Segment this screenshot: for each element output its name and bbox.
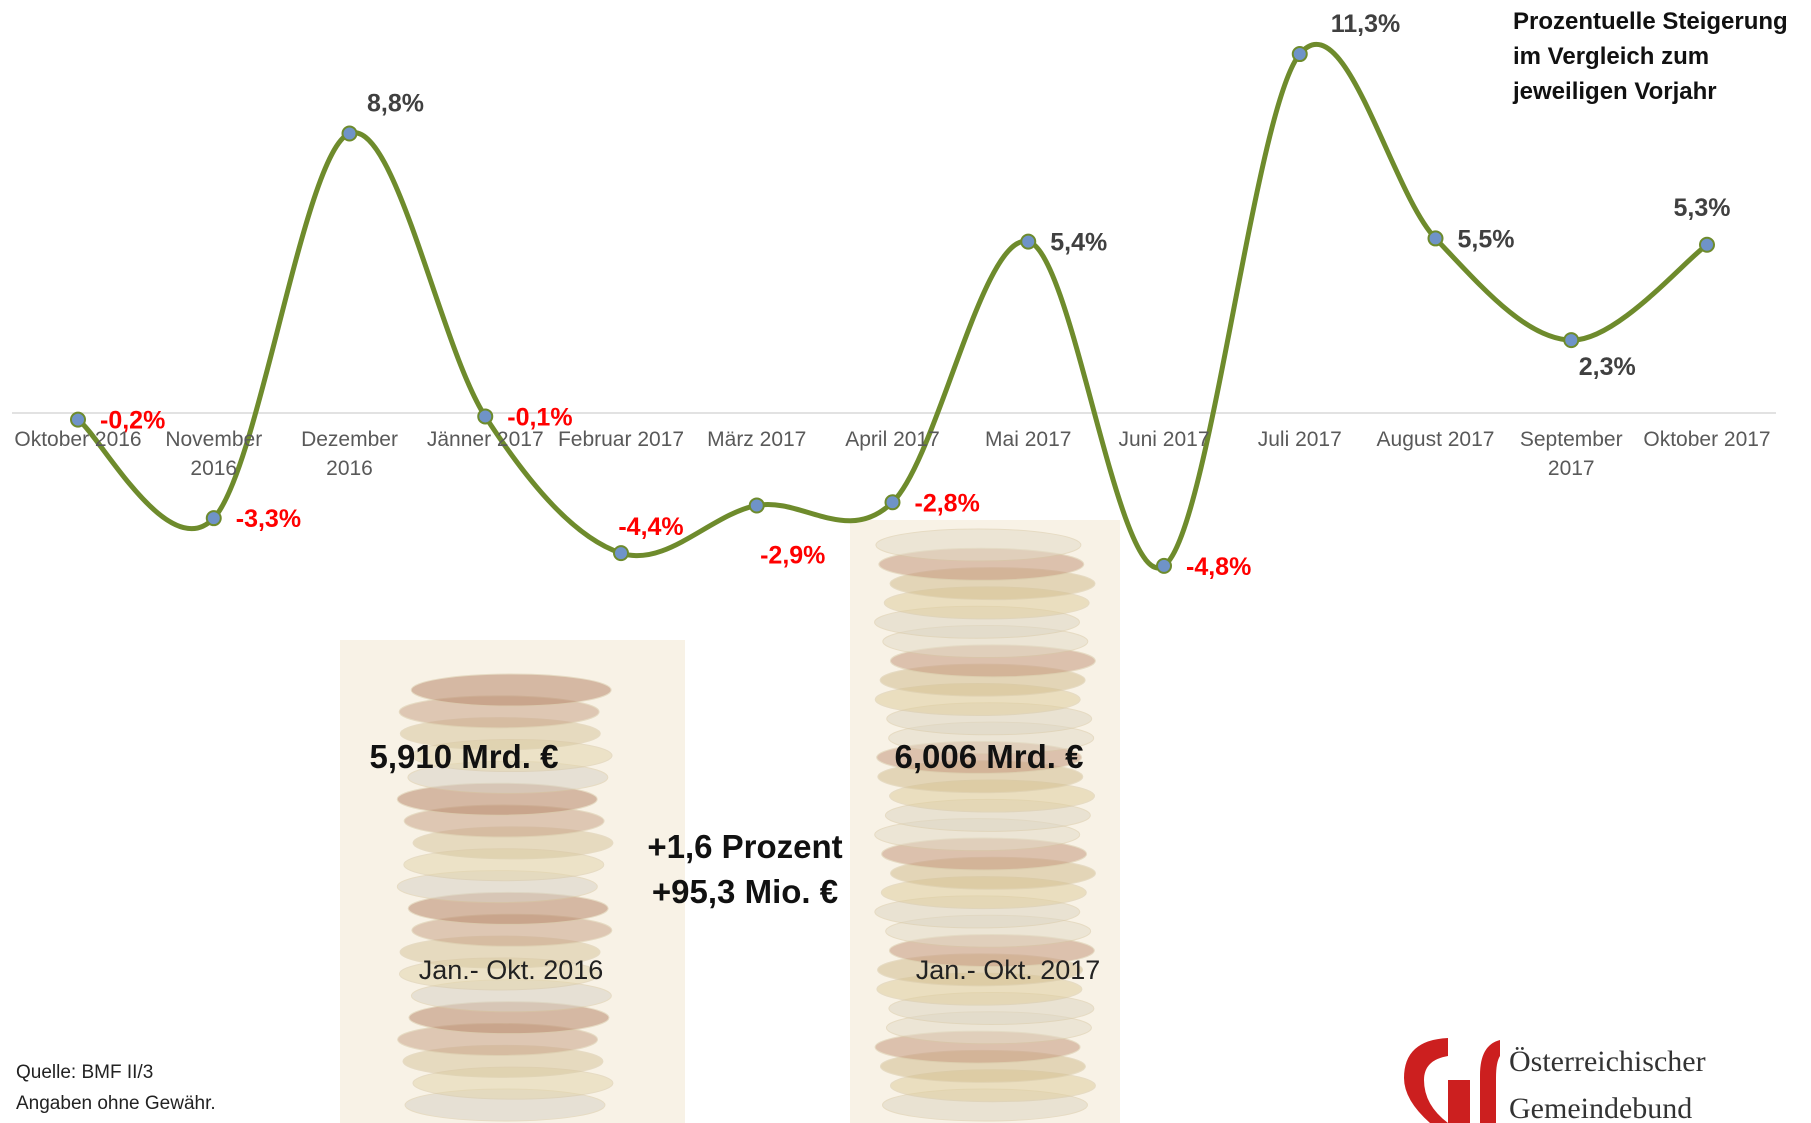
x-tick-label: Jänner 2017	[420, 425, 550, 454]
marker	[1157, 559, 1171, 573]
marker	[1429, 231, 1443, 245]
x-tick-label: August 2017	[1371, 425, 1501, 454]
marker	[1700, 238, 1714, 252]
data-line	[78, 44, 1707, 568]
marker	[886, 495, 900, 509]
coin-stacks	[397, 529, 1095, 1121]
coin	[876, 529, 1081, 561]
value-label: 5,5%	[1458, 225, 1515, 253]
page: -0,2%-3,3%8,8%-0,1%-4,4%-2,9%-2,8%5,4%-4…	[0, 0, 1811, 1123]
logo-text: Österreichischer	[1509, 1045, 1706, 1079]
marker	[1021, 235, 1035, 249]
marker	[207, 511, 221, 525]
value-label: -4,8%	[1186, 553, 1251, 581]
marker	[1293, 47, 1307, 61]
value-label: 11,3%	[1331, 10, 1401, 38]
value-label: -2,9%	[760, 541, 825, 569]
change-label: +1,6 Prozent	[647, 828, 842, 866]
total-label: 6,006 Mrd. €	[895, 738, 1084, 776]
x-tick-label: Februar 2017	[556, 425, 686, 454]
marker	[750, 498, 764, 512]
disclaimer: Angaben ohne Gewähr.	[16, 1093, 216, 1115]
x-tick-label: März 2017	[692, 425, 822, 454]
total-label: 5,910 Mrd. €	[370, 738, 559, 776]
value-label: 5,4%	[1050, 229, 1107, 257]
x-tick-label: Mai 2017	[963, 425, 1093, 454]
x-tick-label: April 2017	[828, 425, 958, 454]
value-label: -2,8%	[915, 489, 980, 517]
x-tick-label: November 2016	[149, 425, 279, 483]
x-tick-label: Juli 2017	[1235, 425, 1365, 454]
x-tick-label: Dezember 2016	[285, 425, 415, 483]
logo-text: Gemeindebund	[1509, 1092, 1692, 1123]
marker	[1564, 333, 1578, 347]
x-tick-label: September 2017	[1506, 425, 1636, 483]
marker	[343, 127, 357, 141]
x-tick-label: Oktober 2017	[1642, 425, 1772, 454]
value-label: 8,8%	[367, 90, 424, 118]
period-label: Jan.- Okt. 2016	[419, 955, 604, 986]
change-label: +95,3 Mio. €	[652, 873, 838, 911]
value-label: -4,4%	[618, 513, 683, 541]
marker	[614, 546, 628, 560]
x-tick-label: Oktober 2016	[13, 425, 143, 454]
marker	[478, 409, 492, 423]
chart: -0,2%-3,3%8,8%-0,1%-4,4%-2,9%-2,8%5,4%-4…	[0, 0, 1811, 1123]
value-label: 2,3%	[1579, 353, 1636, 381]
coin	[411, 674, 611, 706]
period-label: Jan.- Okt. 2017	[916, 955, 1101, 986]
value-label: -3,3%	[236, 505, 301, 533]
value-label: 5,3%	[1674, 194, 1731, 222]
legend-note: Prozentuelle Steigerung im Vergleich zum…	[1513, 4, 1809, 109]
logo-mark	[1404, 1038, 1500, 1123]
source: Quelle: BMF II/3	[16, 1062, 153, 1084]
x-tick-label: Juni 2017	[1099, 425, 1229, 454]
